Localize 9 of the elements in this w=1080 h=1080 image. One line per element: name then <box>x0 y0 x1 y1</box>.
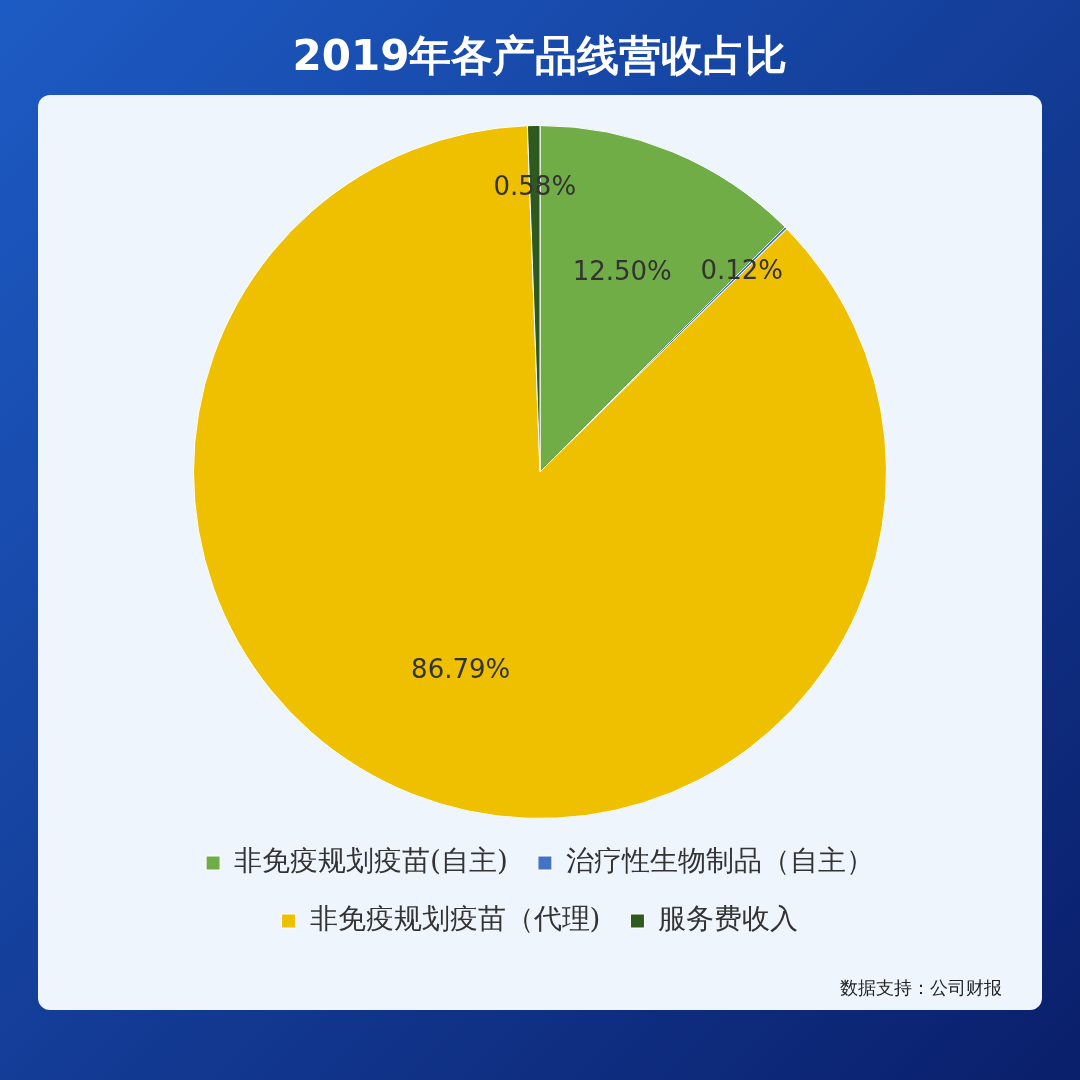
data-label: 86.79% <box>411 654 511 685</box>
legend-label: 非免疫规划疫苗（代理) <box>309 902 601 936</box>
legend-label: 非免疫规划疫苗(自主) <box>234 844 508 878</box>
text: 数据支持：公司财报 <box>840 976 1002 1000</box>
chart-title: 2019年各产品线营收占比 <box>291 30 789 82</box>
data-label: 12.50% <box>572 256 672 287</box>
data-label: 0.12% <box>700 254 783 285</box>
legend-label: 服务费收入 <box>658 902 799 936</box>
legend-label: 治疗性生物制品（自主） <box>565 844 874 878</box>
